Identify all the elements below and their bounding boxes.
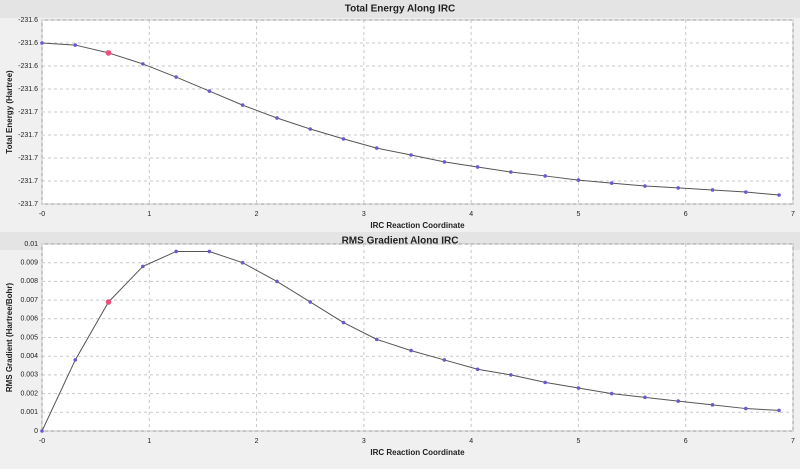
point	[442, 358, 447, 362]
point	[73, 43, 78, 47]
x-axis-title: IRC Reaction Coordinate	[370, 221, 465, 230]
y-tick-label: 0.005	[20, 334, 38, 341]
x-tick-label: 7	[791, 438, 795, 445]
point	[40, 41, 44, 45]
point	[73, 358, 78, 362]
point	[777, 408, 781, 413]
y-axis-title: RMS Gradient (Hartree/Bohr)	[5, 282, 14, 392]
y-tick-label: -231.6	[18, 63, 38, 70]
x-tick-label: 3	[362, 438, 366, 445]
point	[341, 137, 346, 141]
point	[777, 193, 781, 197]
y-tick-label: -231.7	[18, 201, 38, 208]
y-tick-label: -231.6	[18, 17, 38, 24]
y-tick-label: -231.7	[18, 155, 38, 162]
point	[409, 348, 413, 353]
x-axis-title: IRC Reaction Coordinate	[370, 448, 465, 457]
y-tick-label: -231.6	[18, 40, 38, 47]
x-tick-label: 1	[147, 211, 151, 218]
point	[643, 184, 647, 188]
point	[710, 188, 715, 192]
point	[475, 367, 480, 372]
point	[442, 160, 447, 164]
point	[609, 391, 614, 396]
x-tick-label: 5	[576, 438, 580, 445]
y-tick-label: 0.007	[20, 297, 38, 304]
y-tick-label: 0.002	[20, 390, 38, 397]
chart-title: Total Energy Along IRC	[345, 4, 456, 15]
point	[374, 146, 379, 150]
y-tick-label: 0.003	[20, 372, 38, 379]
x-tick-label: -0	[39, 211, 45, 218]
y-tick-label: -231.7	[18, 109, 38, 116]
point	[710, 403, 715, 407]
point	[374, 337, 379, 342]
x-tick-label: 4	[469, 438, 473, 445]
x-tick-label: 2	[255, 211, 259, 218]
point	[643, 395, 647, 400]
highlighted-point	[105, 50, 112, 56]
x-tick-label: 6	[684, 438, 688, 445]
x-tick-label: -0	[39, 438, 45, 445]
point	[207, 89, 212, 93]
point	[308, 127, 313, 131]
point	[40, 429, 44, 433]
point	[609, 181, 614, 185]
y-tick-label: 0.004	[20, 353, 38, 360]
point	[409, 153, 413, 157]
point	[676, 399, 681, 403]
point	[676, 186, 681, 190]
y-axis-title: Total Energy (Hartree)	[5, 70, 14, 154]
point	[275, 116, 279, 120]
point	[207, 249, 212, 254]
x-tick-label: 1	[147, 438, 151, 445]
point	[240, 260, 245, 265]
y-tick-label: 0.006	[20, 316, 38, 323]
point	[509, 170, 513, 174]
x-tick-label: 6	[684, 211, 688, 218]
point	[509, 373, 513, 377]
highlighted-point	[105, 299, 112, 305]
chart-title: RMS Gradient Along IRC	[342, 236, 459, 247]
y-tick-label: 0.008	[20, 278, 38, 285]
x-tick-label: 4	[469, 211, 473, 218]
point	[576, 386, 581, 390]
x-tick-label: 7	[791, 211, 795, 218]
y-tick-label: 0.001	[20, 409, 38, 416]
point	[141, 264, 145, 269]
x-tick-label: 2	[255, 438, 259, 445]
point	[743, 190, 748, 194]
point	[174, 75, 178, 79]
point	[141, 62, 145, 66]
point	[475, 165, 480, 169]
point	[308, 300, 313, 304]
y-tick-label: -231.7	[18, 132, 38, 139]
point	[174, 249, 178, 254]
point	[576, 178, 581, 182]
y-tick-label: -231.7	[18, 178, 38, 185]
point	[341, 320, 346, 325]
y-tick-label: -231.6	[18, 86, 38, 93]
x-tick-label: 5	[576, 211, 580, 218]
y-tick-label: 0	[34, 428, 38, 435]
point	[275, 279, 279, 284]
point	[240, 103, 245, 107]
point	[543, 380, 547, 385]
y-tick-label: 0.009	[20, 260, 38, 267]
point	[743, 406, 748, 411]
x-tick-label: 3	[362, 211, 366, 218]
y-tick-label: 0.01	[24, 241, 38, 248]
point	[543, 174, 547, 178]
title-bar	[0, 0, 800, 18]
